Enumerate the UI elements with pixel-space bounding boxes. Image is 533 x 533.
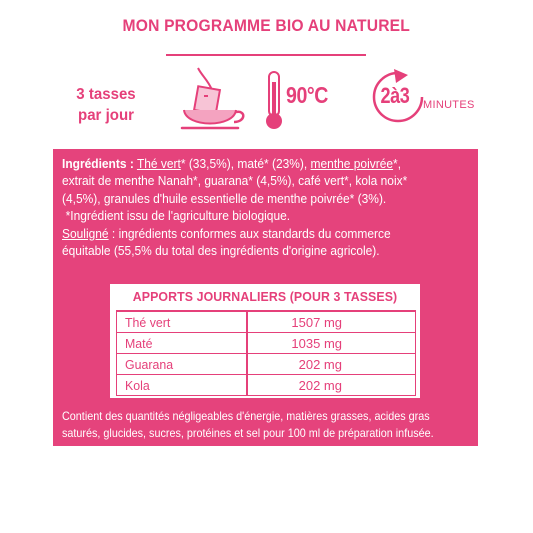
row-value: 202 mg	[298, 378, 342, 393]
page-title: MON PROGRAMME BIO AU NATUREL	[122, 16, 411, 35]
ingredients-part-1: * (33,5%), maté* (23%),	[180, 156, 311, 171]
info-panel: Ingrédients : Thé vert* (33,5%), maté* (…	[53, 149, 478, 446]
daily-intake-table: APPORTS JOURNALIERS (POUR 3 TASSES) Thé …	[110, 284, 420, 398]
ingredients-block: Ingrédients : Thé vert* (33,5%), maté* (…	[62, 155, 467, 259]
ingredient-the-vert: Thé vert	[136, 156, 181, 171]
table-row: Thé vert 1507 mg	[117, 311, 415, 332]
ingredients-part-2: *,	[393, 156, 402, 171]
cycle-arrow-icon	[372, 69, 424, 123]
ingredients-label: Ingrédients :	[62, 156, 134, 171]
ingredient-menthe-poivree: menthe poivrée	[310, 156, 394, 171]
row-name: Kola	[125, 378, 150, 393]
note-line-2: saturés, glucides, sucres, protéines et …	[62, 425, 434, 440]
duration-value: 2à3	[380, 83, 410, 108]
row-value: 202 mg	[298, 357, 342, 372]
nutrition-note: Contient des quantités négligeables d'én…	[62, 408, 476, 441]
dose-label: 3 tasses par jour	[59, 84, 153, 126]
fair-trade-label: Souligné	[62, 225, 109, 241]
row-name: Maté	[125, 336, 153, 351]
row-value: 1507 mg	[291, 315, 342, 330]
thermometer-icon	[266, 71, 282, 129]
header-divider	[166, 54, 366, 56]
table-title: APPORTS JOURNALIERS (POUR 3 TASSES)	[132, 289, 398, 304]
dose-line-2: par jour	[78, 107, 134, 124]
fair-trade-text: : ingrédients conformes aux standards du…	[108, 225, 391, 241]
temperature-value: 90°C	[286, 82, 328, 108]
row-name: Thé vert	[125, 315, 171, 330]
ingredients-line-2: extrait de menthe Nanah*, guarana* (4,5%…	[62, 173, 408, 189]
tea-cup-icon	[180, 67, 245, 130]
table-row: Maté 1035 mg	[117, 332, 415, 353]
duration-unit: MINUTES	[423, 99, 475, 111]
ingredients-line-1: Ingrédients : Thé vert* (33,5%), maté* (…	[62, 155, 467, 172]
fair-trade-line-1: Souligné : ingrédients conformes aux sta…	[62, 225, 467, 242]
table-row: Guarana 202 mg	[117, 353, 415, 374]
table-row: Kola 202 mg	[117, 374, 415, 395]
organic-note: *Ingrédient issu de l'agriculture biolog…	[65, 208, 291, 224]
table-body: Thé vert 1507 mg Maté 1035 mg Guarana 20…	[116, 310, 416, 396]
ingredients-line-3: (4,5%), granules d'huile essentielle de …	[62, 190, 387, 206]
row-value: 1035 mg	[291, 336, 342, 351]
fair-trade-line-2: équitable (55,5% du total des ingrédient…	[62, 243, 380, 259]
note-line-1: Contient des quantités négligeables d'én…	[62, 409, 430, 423]
row-name: Guarana	[125, 357, 174, 372]
dose-line-1: 3 tasses	[76, 86, 136, 103]
header: MON PROGRAMME BIO AU NATUREL	[0, 0, 533, 52]
